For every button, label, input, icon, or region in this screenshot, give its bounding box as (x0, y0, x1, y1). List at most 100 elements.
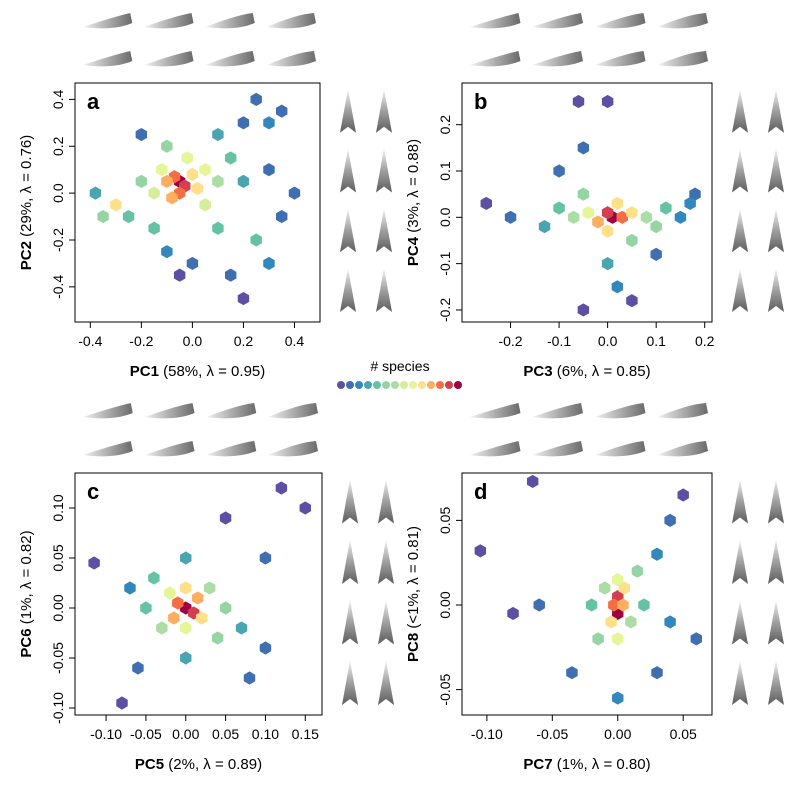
y-axis-name: PC6 (18, 628, 35, 657)
x-tick-label: 0.2 (695, 333, 715, 349)
y-tick-label: -0.2 (437, 298, 453, 322)
hex-bin (235, 621, 248, 635)
y-tick-label: -0.05 (437, 673, 453, 705)
y-axis-detail: (1%, λ = 0.82) (18, 530, 35, 624)
colorbar-swatch (436, 381, 444, 389)
hex-bin (161, 245, 173, 259)
hex-bin (156, 163, 168, 177)
shape-icon (532, 441, 583, 457)
shape-icon (268, 403, 318, 419)
hex-bin (533, 598, 545, 612)
hex-bin (577, 303, 590, 317)
hex-bin (250, 233, 262, 247)
shape-icon (206, 441, 257, 457)
hex-bin (276, 104, 288, 118)
hex-bin (690, 632, 703, 646)
y-tick-label: 0.10 (50, 494, 66, 521)
x-tick-label: 0.05 (670, 726, 697, 742)
shape-icon (470, 403, 521, 419)
x-axis-title: PC3 (6%, λ = 0.85) (523, 363, 650, 380)
panel-letter: a (87, 89, 100, 114)
x-axis-name: PC5 (135, 756, 164, 773)
hex-bin (237, 291, 250, 306)
hex-bin (124, 581, 136, 595)
hex-bin (132, 661, 144, 675)
panel: b -0.2 -0.1 0.0 0.1 0.2 -0.2 -0.1 0.0 0.1 0.2 PC3 (… (405, 13, 784, 380)
hex-bin (180, 581, 192, 595)
shape-icon (266, 13, 316, 29)
hex-bin (191, 591, 204, 605)
panel-letter: d (474, 479, 487, 504)
hex-bin (259, 551, 272, 565)
hex-bin (275, 481, 288, 495)
colorbar-swatch (445, 381, 453, 389)
hex-bin (626, 294, 638, 308)
hex-bin (148, 221, 160, 235)
hex-bin (243, 671, 256, 685)
colorbar-swatch (400, 381, 408, 389)
y-tick-label: 0.4 (50, 89, 66, 109)
y-tick-label: 0.05 (50, 544, 66, 571)
shape-icon (768, 539, 784, 584)
shape-icon (378, 539, 394, 584)
colorbar-swatch (409, 381, 417, 389)
hex-bin (631, 564, 644, 578)
hex-bin (605, 615, 617, 629)
hex-bin (592, 215, 604, 229)
hex-bin (617, 598, 629, 612)
hex-bin (612, 573, 624, 587)
hex-bin (161, 139, 173, 153)
hex-bin (288, 186, 301, 200)
hex-bin (577, 187, 590, 201)
hex-bin (553, 201, 565, 215)
hex-bin (526, 474, 539, 489)
x-tick-label: 0.4 (285, 333, 305, 349)
shape-icon (768, 208, 784, 253)
shape-icon (768, 600, 784, 645)
hex-bin (191, 181, 204, 196)
shape-icon (732, 600, 748, 645)
hex-bin (567, 210, 580, 224)
shape-icon (376, 148, 392, 193)
hex-bin (212, 127, 224, 142)
shape-icon (470, 13, 521, 29)
panel: d -0.10 -0.05 0.00 0.05 -0.05 0.00 0.05 PC7 (1%,… (405, 403, 784, 773)
y-axis-title: PC4 (3%, λ = 0.88) (405, 139, 422, 266)
hex-bin (219, 601, 232, 615)
shape-icon (657, 441, 708, 457)
shape-icon (376, 208, 392, 253)
hex-bin (650, 219, 662, 234)
shape-icon (83, 441, 133, 457)
hex-bin (611, 280, 624, 294)
colorbar-swatch (364, 381, 372, 389)
shape-icon (83, 403, 133, 419)
hex-bin (566, 666, 578, 680)
x-tick-label: 0.15 (292, 726, 319, 742)
y-axis-title: PC6 (1%, λ = 0.82) (18, 530, 35, 657)
hex-bin (585, 598, 598, 612)
shape-icon (266, 51, 316, 67)
hex-bin (507, 606, 519, 621)
colorbar-swatch (382, 381, 390, 389)
shape-icon (732, 208, 748, 253)
hex-bin (660, 201, 672, 215)
hex-bin (674, 210, 687, 224)
x-tick-label: -0.1 (547, 333, 571, 349)
shape-icon (340, 208, 356, 253)
shape-icon (205, 51, 255, 67)
hex-bin (474, 544, 487, 558)
x-axis-detail: (2%, λ = 0.89) (168, 756, 262, 773)
hex-bin (237, 174, 250, 189)
y-tick-label: 0.2 (437, 115, 453, 135)
shape-icon (342, 600, 358, 645)
y-axis-detail: (29%, λ = 0.76) (18, 135, 35, 237)
shape-icon (206, 403, 257, 419)
hex-bin (97, 209, 109, 224)
shape-icon (376, 268, 392, 312)
x-tick-label: 0.1 (646, 333, 666, 349)
y-axis-detail: (3%, λ = 0.88) (405, 139, 422, 233)
hex-bin (664, 615, 676, 629)
shape-icon (376, 89, 392, 133)
hex-bin (299, 501, 311, 515)
